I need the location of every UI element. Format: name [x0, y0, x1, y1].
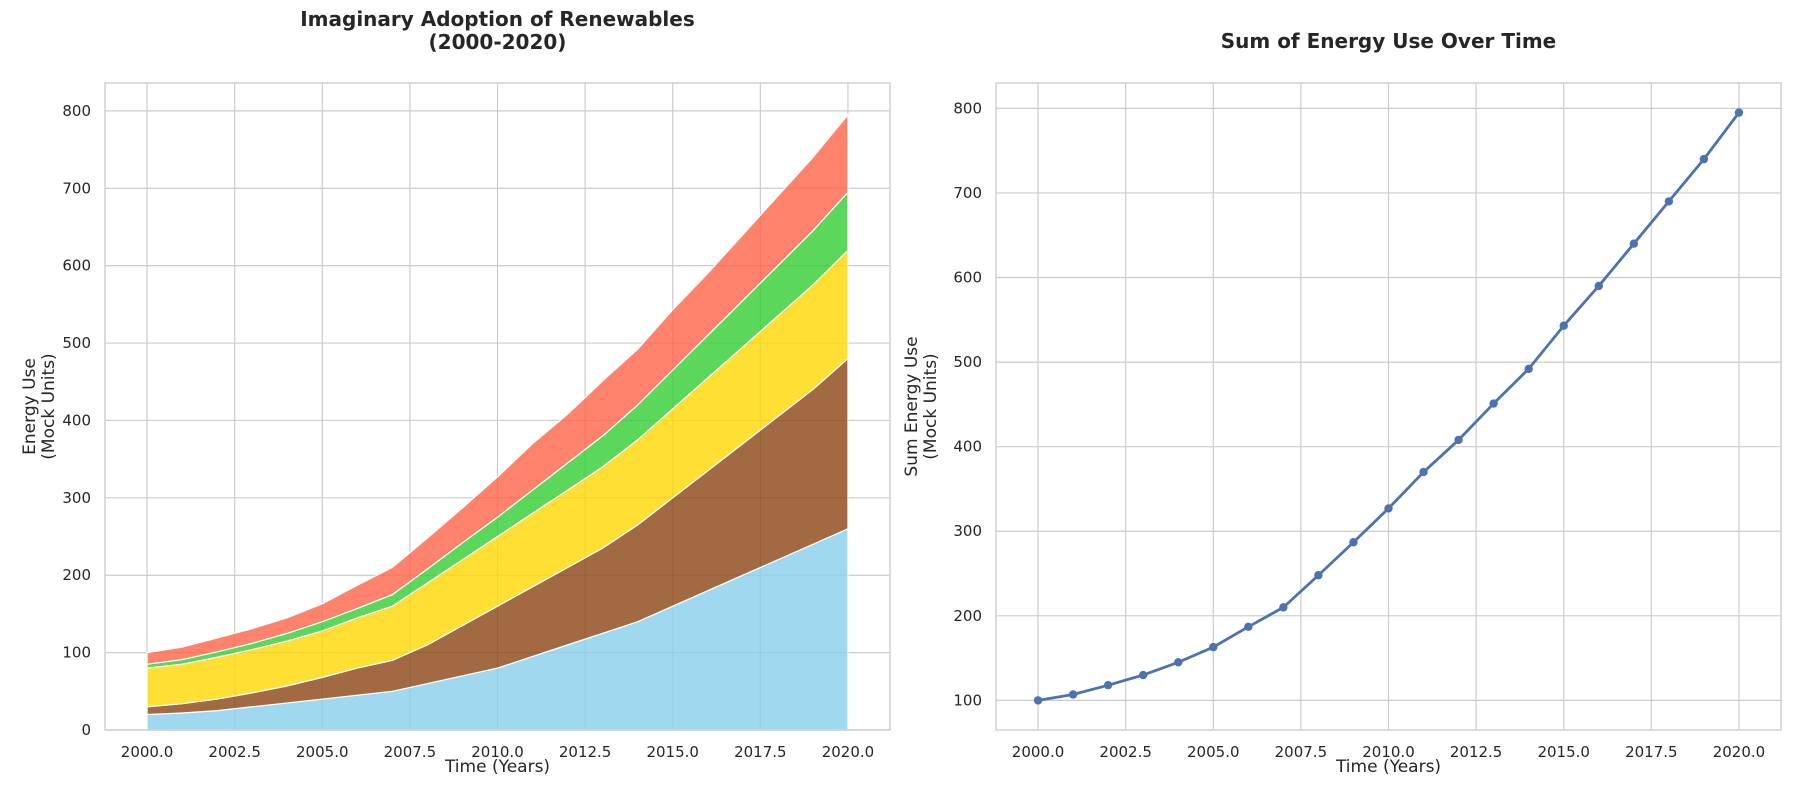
- data-point: [1349, 538, 1358, 547]
- data-point: [1174, 658, 1183, 667]
- data-point: [1314, 571, 1323, 580]
- chart-title: Sum of Energy Use Over Time: [1221, 29, 1557, 53]
- y-axis-label: (Mock Units): [921, 353, 941, 459]
- x-tick-label: 2002.5: [1099, 743, 1152, 761]
- sum-line-chart: 2000.0 2002.5 2005.0 2007.5 2010.0 2012.5 2015…: [902, 29, 1782, 777]
- x-tick-label: 2015.0: [646, 743, 699, 761]
- y-tick-label: 100: [953, 691, 982, 709]
- data-point: [1629, 239, 1639, 248]
- x-tick-label: 2007.5: [384, 743, 437, 761]
- y-tick-label: 200: [62, 566, 91, 584]
- x-tick-label: 2002.5: [208, 743, 261, 761]
- data-point: [1103, 680, 1113, 690]
- chart-title: (2000-2020): [429, 30, 567, 54]
- plot-data: [1033, 108, 1744, 705]
- y-tick-label: 300: [62, 489, 91, 507]
- data-point: [1559, 321, 1568, 330]
- x-axis-label: Time (Years): [444, 757, 550, 777]
- y-tick-labels: 0 100 200 300 400 500 600 700 800: [62, 102, 91, 739]
- y-tick-label: 500: [953, 353, 982, 371]
- y-tick-label: 600: [62, 257, 91, 275]
- x-tick-label: 2012.5: [559, 743, 612, 761]
- x-tick-label: 2020.0: [1713, 743, 1766, 761]
- chart-title: Imaginary Adoption of Renewables: [300, 7, 695, 31]
- y-tick-label: 200: [953, 607, 982, 625]
- x-tick-label: 2017.5: [734, 743, 787, 761]
- y-tick-label: 700: [62, 179, 91, 197]
- data-point: [1384, 504, 1393, 513]
- data-point: [1279, 603, 1288, 612]
- x-tick-label: 2010.0: [1362, 743, 1415, 761]
- y-tick-label: 300: [953, 522, 982, 540]
- x-tick-label: 2017.5: [1625, 743, 1678, 761]
- y-axis-label: (Mock Units): [39, 353, 59, 459]
- x-tick-label: 2000.0: [121, 743, 174, 761]
- x-tick-label: 2020.0: [822, 743, 875, 761]
- y-tick-label: 0: [81, 721, 91, 739]
- x-tick-label: 2005.0: [1187, 743, 1240, 761]
- data-point: [1734, 108, 1744, 117]
- y-tick-label: 800: [62, 102, 91, 120]
- stacked-area-chart: 2000.0 2002.5 2005.0 2007.5 2010.0 2012.5 2015…: [20, 7, 891, 777]
- x-tick-label: 2007.5: [1275, 743, 1328, 761]
- data-point: [1068, 690, 1078, 699]
- y-tick-label: 800: [953, 99, 982, 117]
- y-tick-label: 100: [62, 644, 91, 662]
- y-tick-labels: 100 200 300 400 500 600 700 800: [953, 99, 982, 709]
- data-point: [1138, 670, 1148, 680]
- area-series-5: [146, 113, 849, 665]
- y-axis-label: Energy Use: [20, 358, 40, 455]
- data-point: [1699, 154, 1709, 164]
- data-point: [1209, 642, 1218, 652]
- x-axis-label: Time (Years): [1335, 757, 1441, 777]
- y-tick-label: 400: [953, 438, 982, 456]
- data-point: [1454, 435, 1463, 445]
- x-tick-label: 2000.0: [1012, 743, 1065, 761]
- x-tick-label: 2012.5: [1450, 743, 1503, 761]
- plot-frame: [104, 82, 891, 731]
- plot-frame: [995, 82, 1782, 731]
- data-point: [1244, 622, 1253, 632]
- grid: [996, 83, 1781, 730]
- x-tick-label: 2015.0: [1537, 743, 1590, 761]
- data-point: [1489, 399, 1498, 408]
- data-point: [1419, 467, 1428, 477]
- data-point: [1664, 197, 1674, 206]
- y-tick-label: 700: [953, 184, 982, 202]
- data-point: [1524, 364, 1533, 374]
- x-tick-labels: 2000.0 2002.5 2005.0 2007.5 2010.0 2012.5 2015…: [121, 743, 874, 761]
- data-point: [1594, 281, 1603, 291]
- y-tick-label: 500: [62, 334, 91, 352]
- y-tick-label: 400: [62, 411, 91, 429]
- y-tick-label: 600: [953, 269, 982, 287]
- x-tick-labels: 2000.0 2002.5 2005.0 2007.5 2010.0 2012.5 2015…: [1012, 743, 1765, 761]
- x-tick-label: 2005.0: [296, 743, 349, 761]
- y-axis-label: Sum Energy Use: [902, 336, 922, 476]
- plot-data: [146, 113, 849, 731]
- x-tick-label: 2010.0: [471, 743, 524, 761]
- data-point: [1033, 696, 1043, 705]
